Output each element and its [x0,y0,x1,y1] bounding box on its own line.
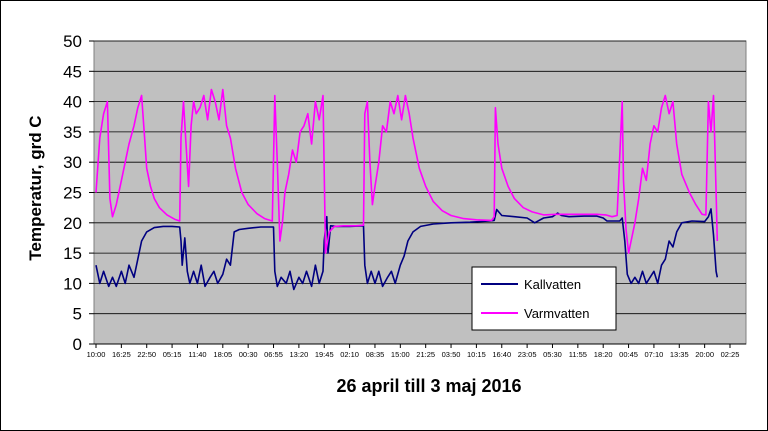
x-tick-label: 22:50 [137,350,156,359]
x-tick-label: 13:20 [289,350,308,359]
x-axis-title: 26 april till 3 maj 2016 [336,376,521,396]
legend: Kallvatten Varmvatten [471,266,617,331]
series-line-varmvatten [95,88,719,254]
x-tick-label: 16:40 [492,350,511,359]
x-tick-label: 16:25 [112,350,131,359]
gridlines [94,40,746,345]
x-tick-label: 11:55 [569,350,587,359]
x-tick-label: 23:05 [518,350,537,359]
x-tick-label: 15:00 [391,350,410,359]
x-tick-label: 21:25 [416,350,435,359]
x-tick-label: 10:00 [87,350,106,359]
x-tick-label: 08:35 [366,350,385,359]
y-tick-label: 50 [63,32,82,51]
legend-box [471,266,617,331]
y-tick-label: 0 [73,335,82,354]
y-tick-label: 10 [63,274,82,293]
x-tick-label: 18:20 [594,350,613,359]
x-tick-label: 19:45 [315,350,334,359]
x-tick-label: 07:10 [645,350,664,359]
y-tick-label: 45 [63,62,82,81]
legend-label-varmvatten: Varmvatten [524,306,590,321]
series-lines [95,88,719,291]
series-line-kallvatten [95,208,719,291]
y-axis-title: Temperatur, grd C [26,115,45,260]
x-tick-label: 00:45 [619,350,638,359]
x-tick-label: 00:30 [239,350,258,359]
x-tick-label: 13:35 [670,350,689,359]
y-tick-label: 30 [63,153,82,172]
x-tick-label: 11:40 [188,350,206,359]
y-tick-label: 35 [63,123,82,142]
y-tick-label: 40 [63,93,82,112]
x-axis-ticks: 10:00 16:25 22:50 05:15 11:40 18:05 00:30 06:55… [87,343,746,359]
y-tick-label: 5 [73,305,82,324]
y-tick-label: 25 [63,184,82,203]
y-tick-label: 15 [63,244,82,263]
x-tick-label: 06:55 [264,350,283,359]
legend-label-kallvatten: Kallvatten [524,277,581,292]
x-tick-label: 03:50 [442,350,461,359]
x-tick-label: 20:00 [695,350,714,359]
x-tick-label: 05:30 [543,350,562,359]
x-tick-label: 02:10 [340,350,359,359]
x-tick-label: 10:15 [467,350,486,359]
x-tick-label: 18:05 [213,350,232,359]
y-axis-ticks: 0 5 10 15 20 25 30 35 40 45 50 [63,32,94,354]
x-tick-label: 02:25 [721,350,740,359]
x-tick-label: 05:15 [163,350,182,359]
y-tick-label: 20 [63,214,82,233]
